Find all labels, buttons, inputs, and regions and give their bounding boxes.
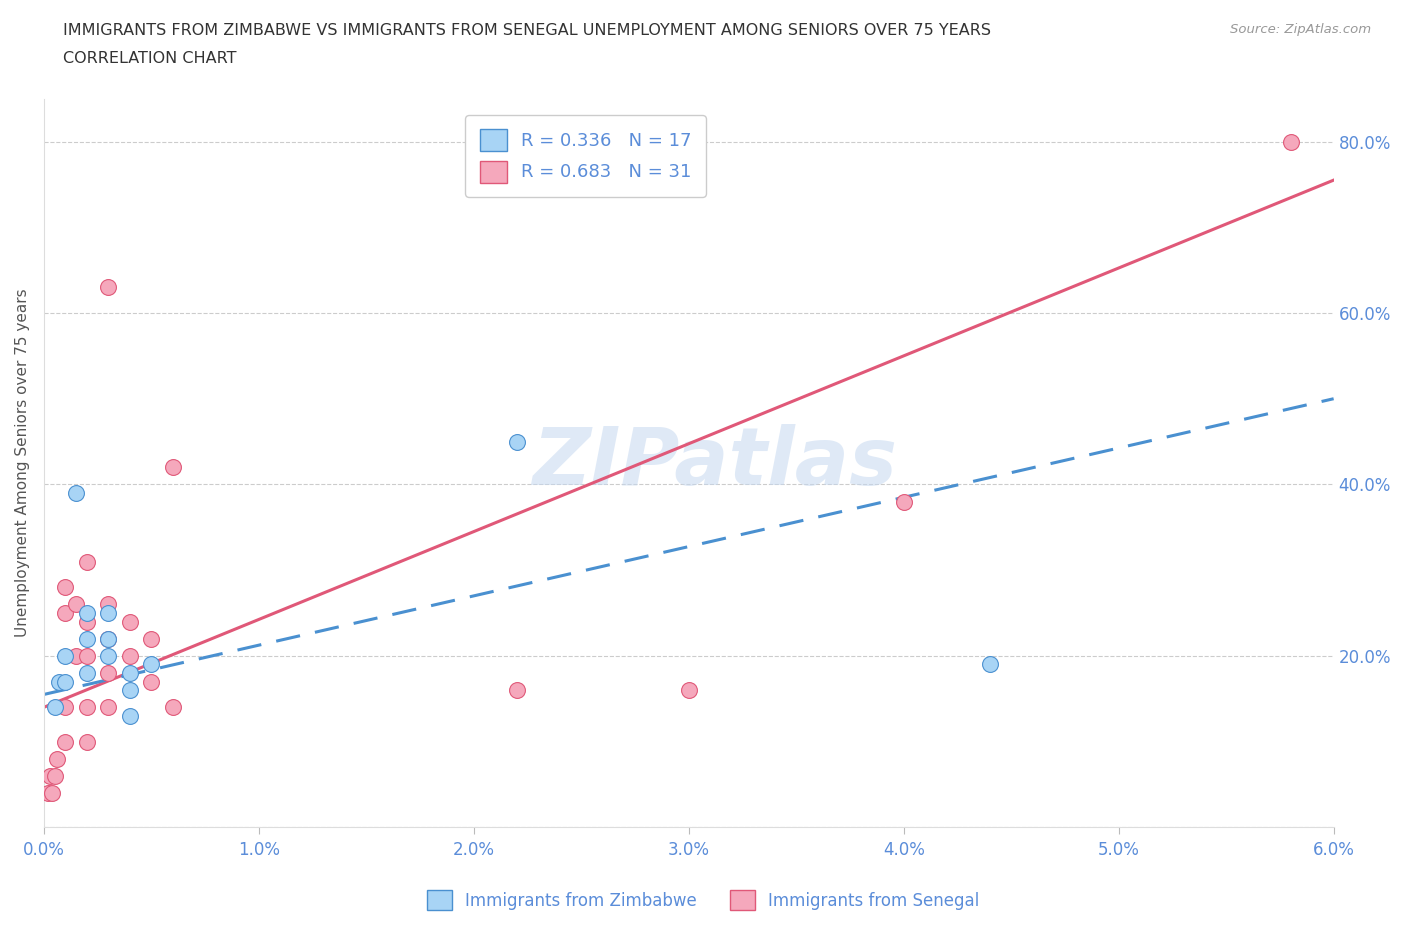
Point (55, 605, 77, 620)
Text: IMMIGRANTS FROM ZIMBABWE VS IMMIGRANTS FROM SENEGAL UNEMPLOYMENT AMONG SENIORS O: IMMIGRANTS FROM ZIMBABWE VS IMMIGRANTS F… (63, 23, 991, 38)
Point (118, 614, 141, 629)
Point (55, 734, 77, 749)
Point (506, 434, 529, 449)
Point (97, 631, 120, 646)
Point (118, 709, 141, 724)
Point (37, 786, 59, 801)
Point (55, 700, 77, 715)
Text: ZIPatlas: ZIPatlas (531, 424, 897, 502)
Point (44, 768, 66, 783)
Legend: R = 0.336   N = 17, R = 0.683   N = 31: R = 0.336 N = 17, R = 0.683 N = 31 (465, 115, 706, 197)
Point (162, 700, 184, 715)
Point (76, 554, 98, 569)
Point (97, 648, 120, 663)
Point (76, 631, 98, 646)
Point (979, 657, 1001, 671)
Point (893, 494, 915, 509)
Text: CORRELATION CHART: CORRELATION CHART (63, 51, 236, 66)
Point (678, 683, 700, 698)
Point (44, 700, 66, 715)
Point (97, 666, 120, 681)
Point (118, 666, 141, 681)
Point (141, 657, 163, 671)
Point (76, 648, 98, 663)
Text: Source: ZipAtlas.com: Source: ZipAtlas.com (1230, 23, 1371, 36)
Point (39, 768, 62, 783)
Point (97, 700, 120, 715)
Point (97, 605, 120, 620)
Y-axis label: Unemployment Among Seniors over 75 years: Unemployment Among Seniors over 75 years (15, 288, 30, 637)
Point (118, 648, 141, 663)
Point (65, 485, 87, 500)
Point (97, 631, 120, 646)
Point (76, 666, 98, 681)
Point (55, 648, 77, 663)
Point (45, 751, 67, 766)
Point (76, 605, 98, 620)
Point (55, 674, 77, 689)
Point (118, 683, 141, 698)
Point (41, 786, 63, 801)
Point (76, 734, 98, 749)
Point (48, 674, 70, 689)
Point (1279, 134, 1302, 149)
Point (97, 597, 120, 612)
Point (65, 597, 87, 612)
Point (162, 459, 184, 474)
Point (55, 580, 77, 595)
Point (141, 631, 163, 646)
Point (506, 683, 529, 698)
Point (141, 674, 163, 689)
Point (76, 700, 98, 715)
Point (65, 648, 87, 663)
Point (97, 280, 120, 295)
Legend: Immigrants from Zimbabwe, Immigrants from Senegal: Immigrants from Zimbabwe, Immigrants fro… (420, 884, 986, 917)
Point (76, 614, 98, 629)
